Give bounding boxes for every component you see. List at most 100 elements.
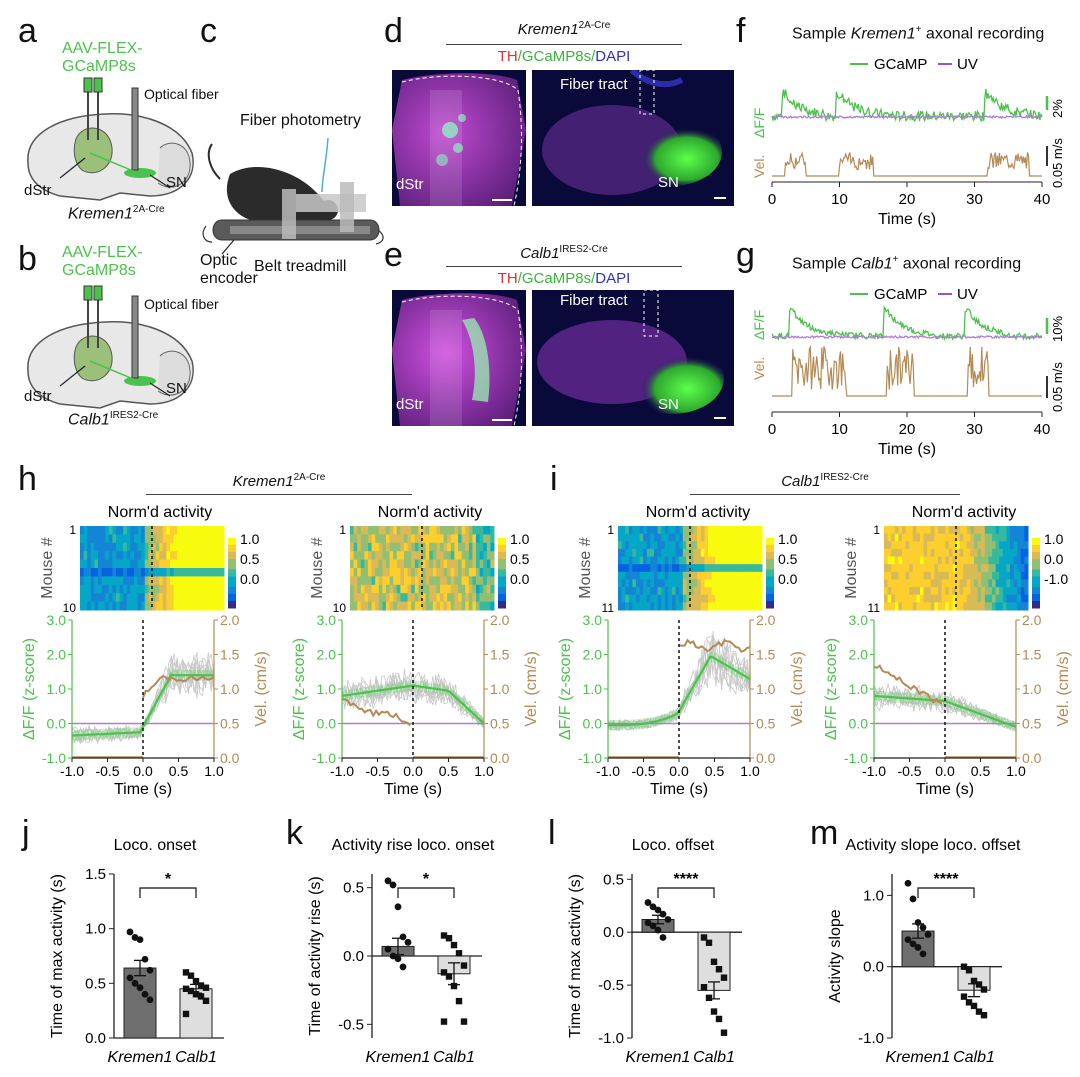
heatmap-cell	[916, 602, 921, 611]
heatmap-cell	[105, 559, 110, 569]
heatmap-cell	[700, 587, 705, 596]
heatmap-cell	[375, 584, 380, 594]
colorbar-segment	[1032, 538, 1040, 542]
data-point	[146, 996, 154, 1004]
heatmap-cell	[977, 594, 982, 603]
heatmap-cell	[974, 594, 979, 603]
heatmap-cell	[679, 564, 684, 573]
colorbar-segment	[498, 594, 506, 598]
x-tick-label: -1.0	[862, 763, 886, 779]
heatmap-cell	[184, 584, 189, 594]
heatmap-cell	[650, 526, 655, 535]
heatmap-cell	[202, 593, 207, 603]
heatmap-cell	[404, 584, 409, 594]
heatmap-cell	[646, 541, 651, 550]
heatmap-cell	[360, 542, 365, 552]
micro-d-stain-legend: TH/GCaMP8s/DAPI	[497, 48, 631, 65]
heatmap-cell	[621, 602, 626, 611]
heatmap-cell	[887, 594, 892, 603]
heatmap-cell	[137, 593, 142, 603]
heatmap-cell	[80, 542, 85, 552]
heatmap-cell	[930, 602, 935, 611]
data-point	[202, 997, 210, 1005]
heatmap-cell	[754, 526, 759, 535]
heatmap-cell	[981, 594, 986, 603]
heatmap-cell	[393, 542, 398, 552]
heatmap-cell	[970, 602, 975, 611]
heatmap-cell	[690, 564, 695, 573]
heatmap-cell	[934, 556, 939, 565]
category-label: Calb1	[693, 1049, 735, 1066]
data-point	[126, 974, 134, 982]
colorbar-segment	[228, 587, 236, 591]
heatmap-cell	[758, 594, 763, 603]
heatmap-cell	[443, 542, 448, 552]
heatmap-cell	[368, 551, 373, 561]
brain-schematic-b-icon	[27, 285, 194, 409]
heatmap-cell	[425, 576, 430, 586]
heatmap-cell	[733, 564, 738, 573]
row-label: 10	[63, 601, 77, 615]
heatmap-cell	[184, 542, 189, 552]
heatmap-cell	[1024, 579, 1029, 588]
y-axis-label: Activity slope	[827, 909, 844, 1002]
heatmap-cell	[682, 556, 687, 565]
heatmap-cell	[912, 602, 917, 611]
heatmap-cell	[407, 559, 412, 569]
heatmap-cell	[664, 564, 669, 573]
heatmap-cell	[454, 542, 459, 552]
heatmap-cell	[729, 556, 734, 565]
heatmap-cell	[155, 551, 160, 561]
heatmap-cell	[191, 534, 196, 544]
heatmap-cell	[697, 594, 702, 603]
trace-f-title: Sample Kremen1+ axonal recording	[792, 24, 1045, 43]
heatmap-cell	[83, 593, 88, 603]
heatmap-cell	[159, 568, 164, 577]
heatmap-cell	[126, 526, 131, 535]
heatmap-cell	[992, 533, 997, 542]
bar-chart-j: Loco. onset 0.0 0.5 1.0 1.5 Kremen1 Calb1 * Time…	[40, 830, 270, 1070]
colorbar-segment	[228, 552, 236, 556]
scale-vel: 0.05 m/s	[1050, 362, 1065, 412]
colorbar-segment	[498, 538, 506, 542]
heatmap-cell	[992, 556, 997, 565]
colorbar-segment	[498, 597, 506, 602]
heatmap-cell	[887, 579, 892, 588]
heatmap-cell	[974, 556, 979, 565]
heatmap-cell	[112, 559, 117, 569]
heatmap-cell	[479, 576, 484, 586]
heatmap-cell	[934, 594, 939, 603]
heatmap-cell	[628, 548, 633, 558]
heatmap-cell	[722, 594, 727, 603]
heatmap-cell	[220, 542, 225, 552]
heatmap-cell	[686, 594, 691, 603]
colorbar-segment	[228, 559, 236, 563]
colorbar-label: -1.0	[1044, 571, 1068, 587]
heatmap-cell	[992, 548, 997, 558]
y-axis-label: Time of max activity (s)	[49, 874, 66, 1038]
heatmap-cell	[1024, 571, 1029, 580]
heatmap-cell	[977, 587, 982, 596]
heatmap-cell	[643, 556, 648, 565]
heatmap-cell	[923, 526, 928, 535]
heatmap-cell	[715, 564, 720, 573]
heatmap-cell	[884, 579, 889, 588]
heatmap-cell	[144, 568, 149, 577]
heatmap-cell	[422, 534, 427, 544]
heatmap-cell	[170, 526, 175, 535]
gcamp-mean-trace	[873, 694, 1017, 729]
heatmap-cell	[636, 564, 641, 573]
heatmap-cell	[697, 564, 702, 573]
heatmap-cell	[80, 576, 85, 586]
heatmap-cell	[119, 542, 124, 552]
heatmap-cell	[902, 587, 907, 596]
heatmap-cell	[646, 564, 651, 573]
heatmap-cell	[465, 542, 470, 552]
heatmap-cell	[758, 579, 763, 588]
heatmap-cell	[952, 526, 957, 535]
heatmap-cell	[191, 551, 196, 561]
y-tick-label: 2.0	[317, 647, 337, 663]
heatmap-cell	[995, 533, 1000, 542]
heatmap-cell	[682, 541, 687, 550]
data-point	[720, 974, 728, 981]
